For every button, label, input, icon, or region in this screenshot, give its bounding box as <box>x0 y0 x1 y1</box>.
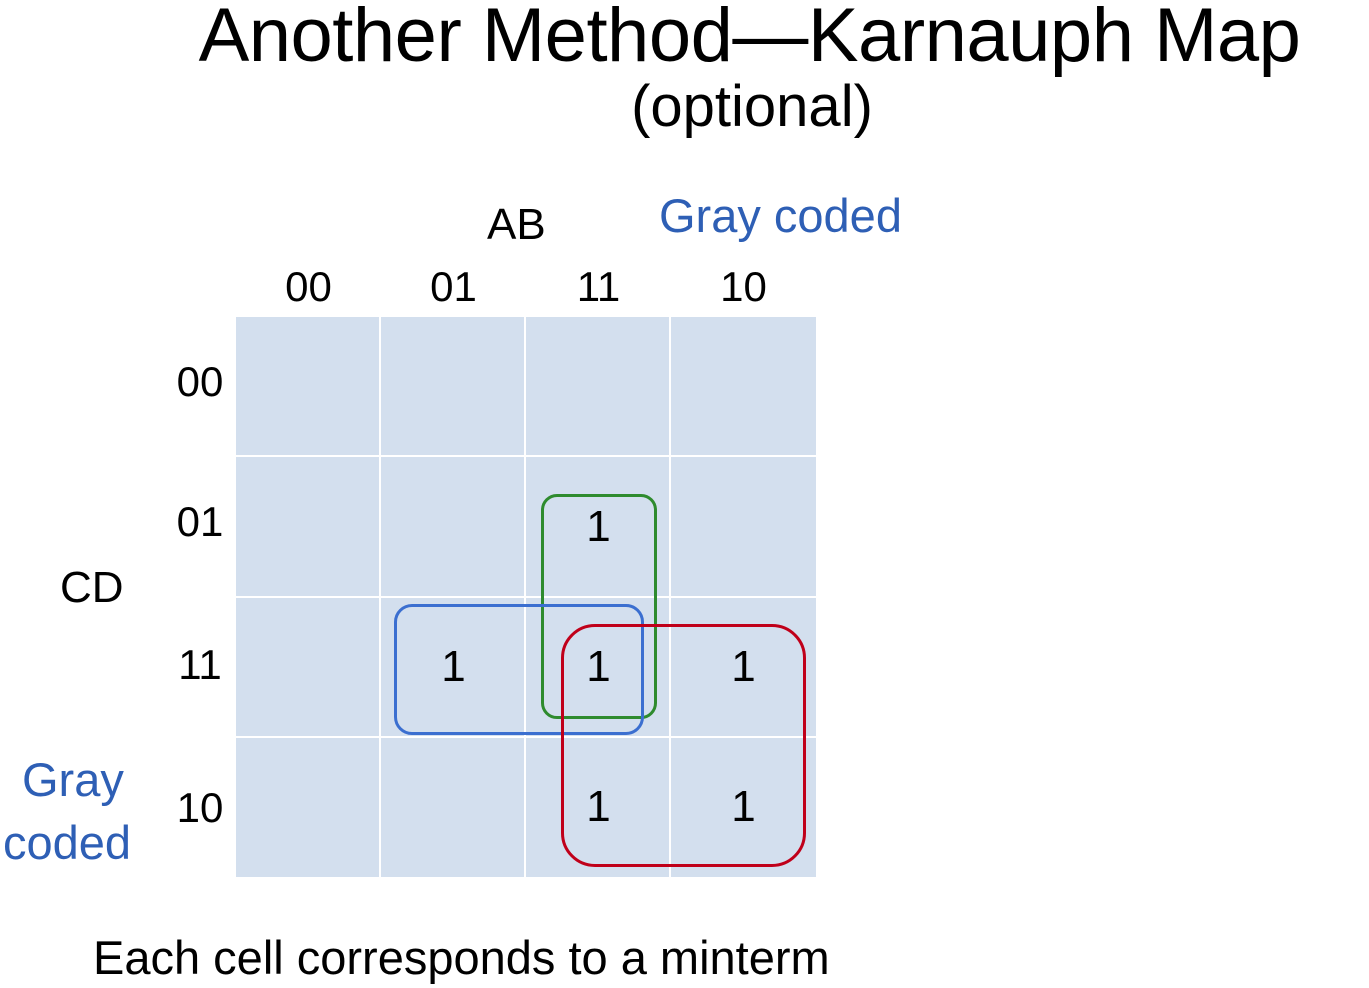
grid-divider <box>236 736 816 738</box>
kmap-cell: 1 <box>586 782 611 831</box>
red-group-loop <box>561 624 806 867</box>
karnaugh-map-grid: 1 1 1 1 1 1 <box>236 317 816 877</box>
kmap-cell <box>236 597 381 737</box>
column-header-10: 10 <box>720 263 767 310</box>
kmap-cell <box>236 457 381 597</box>
row-gray-coded-note-line1: Gray <box>22 753 124 806</box>
kmap-cell <box>671 457 816 597</box>
footer-caption: Each cell corresponds to a minterm <box>93 931 830 984</box>
kmap-cell <box>381 317 526 457</box>
column-gray-coded-note: Gray coded <box>659 189 902 242</box>
kmap-cell <box>236 317 381 457</box>
slide-subtitle: (optional) <box>631 74 873 139</box>
row-variable-label: CD <box>60 563 124 612</box>
kmap-cell <box>381 457 526 597</box>
kmap-cell: 1 <box>731 642 756 691</box>
grid-divider <box>236 455 816 457</box>
kmap-cell: 1 <box>586 502 611 551</box>
row-gray-coded-note-line2: coded <box>3 816 132 869</box>
column-header-11: 11 <box>576 263 621 310</box>
column-variable-label: AB <box>487 200 546 249</box>
row-header-01: 01 <box>176 498 224 545</box>
kmap-cell: 1 <box>441 642 466 691</box>
row-header-11: 11 <box>178 641 222 688</box>
row-header-10: 10 <box>176 784 224 831</box>
kmap-cell: 1 <box>731 782 756 831</box>
kmap-cell <box>526 317 671 457</box>
slide-title: Another Method—Karnauph Map <box>198 0 1301 78</box>
kmap-cell <box>671 317 816 457</box>
kmap-cell <box>381 737 526 877</box>
blue-group-loop <box>394 604 644 735</box>
grid-divider <box>236 596 816 598</box>
kmap-cell <box>236 737 381 877</box>
column-header-01: 01 <box>430 263 477 310</box>
column-header-00: 00 <box>285 263 332 310</box>
row-header-00: 00 <box>176 358 224 405</box>
